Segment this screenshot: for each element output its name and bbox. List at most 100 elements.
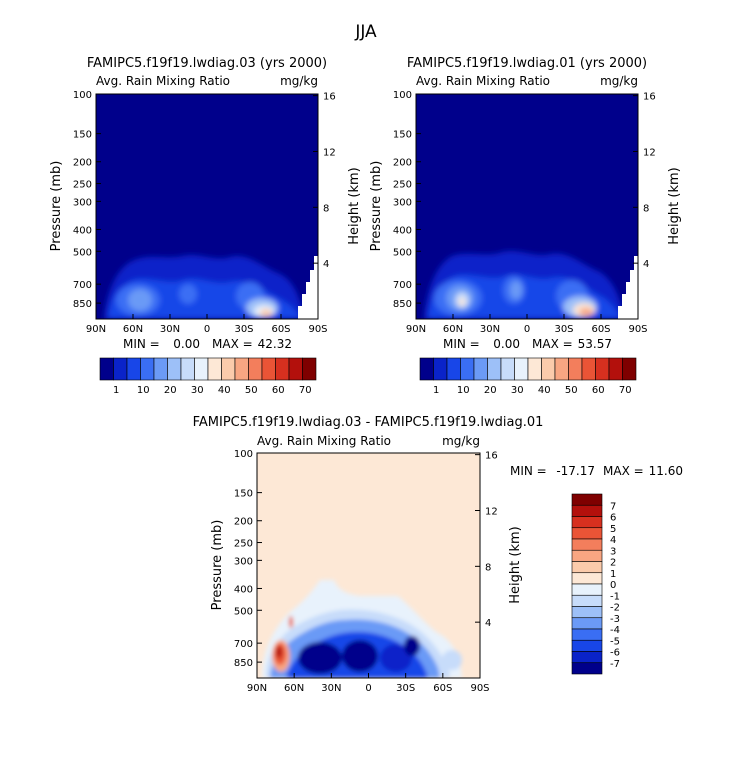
y-tick-label: 850 <box>393 299 412 310</box>
colorbar-label: 1 <box>113 385 119 396</box>
units-label: mg/kg <box>280 74 318 88</box>
max-value: 42.32 <box>258 337 292 351</box>
colorbar-swatch <box>571 583 603 596</box>
right-axis: 16 12 8 4 <box>313 92 336 270</box>
min-value: 0.00 <box>493 337 520 351</box>
colorbar-swatch <box>541 357 556 381</box>
colorbar-swatch <box>207 357 222 381</box>
x-tick-label: 30S <box>234 324 253 335</box>
y-tick-label: 150 <box>73 130 92 141</box>
x-tick-label: 90N <box>86 324 106 335</box>
contour-level-7c <box>579 308 593 316</box>
colorbar-label: -7 <box>610 659 620 670</box>
y-right-tick-label: 12 <box>323 147 336 158</box>
y-tick-label: 100 <box>73 90 92 101</box>
contour-level-neg2b <box>442 650 462 670</box>
panel-model-01: FAMIPC5.f19f19.lwdiag.01 (yrs 2000) Avg.… <box>369 56 682 396</box>
colorbar-label: 60 <box>592 385 605 396</box>
colorbar-swatch <box>571 527 603 540</box>
colorbar-label: 40 <box>538 385 551 396</box>
x-tick-label: 0 <box>365 683 371 694</box>
y-tick-label: 200 <box>73 158 92 169</box>
colorbar-swatch <box>194 357 209 381</box>
colorbar-label: 10 <box>457 385 470 396</box>
contour-level-3b <box>179 284 197 304</box>
min-label: MIN = <box>510 464 547 478</box>
x-tick-label: 60N <box>443 324 463 335</box>
colorbar-swatch <box>167 357 182 381</box>
contour-field <box>416 94 638 319</box>
y-axis-label: Pressure (mb) <box>369 161 384 252</box>
colorbar-label: 30 <box>511 385 524 396</box>
y-tick-label: 500 <box>73 247 92 258</box>
contour-level-neg7c <box>380 644 412 672</box>
x-tick-label: 30S <box>554 324 573 335</box>
right-axis: 16 12 8 4 <box>475 451 498 629</box>
y-right-tick-label: 8 <box>485 562 491 573</box>
colorbar-label: 5 <box>610 524 616 535</box>
colorbar-swatch <box>99 357 114 381</box>
contour-field <box>96 94 318 319</box>
left-axis: 100 150 200 250 300 400 500 700 850 <box>234 449 262 669</box>
colorbar-swatch <box>473 357 488 381</box>
colorbar-label: -1 <box>610 591 620 602</box>
y-tick-label: 200 <box>393 158 412 169</box>
colorbar-label: 6 <box>610 513 616 524</box>
x-tick-label: 60S <box>591 324 610 335</box>
x-tick-label: 30N <box>480 324 500 335</box>
y-tick-label: 850 <box>73 299 92 310</box>
y-right-tick-label: 16 <box>323 92 336 103</box>
colorbar-swatch <box>622 357 637 381</box>
colorbar-label: -6 <box>610 648 620 659</box>
colorbar-label: 10 <box>137 385 150 396</box>
topography-mask <box>298 256 318 319</box>
colorbar-swatch <box>571 504 603 517</box>
contour-level-neg7d <box>404 636 420 656</box>
colorbar: 1 10 20 30 40 50 60 70 <box>99 357 317 396</box>
contour-level-pos2 <box>289 616 293 628</box>
figure-title: JJA <box>354 22 377 42</box>
y-tick-label: 250 <box>393 180 412 191</box>
y-tick-label: 500 <box>393 247 412 258</box>
colorbar-label: 2 <box>610 558 616 569</box>
colorbar-swatch <box>571 561 603 574</box>
x-tick-label: 30N <box>160 324 180 335</box>
max-label: MAX = <box>603 464 644 478</box>
colorbar-swatch <box>514 357 529 381</box>
colorbar-label: 70 <box>619 385 632 396</box>
contour-level-neg7b <box>342 640 378 672</box>
colorbar-swatch <box>581 357 596 381</box>
panel-model-03: FAMIPC5.f19f19.lwdiag.03 (yrs 2000) Avg.… <box>49 56 362 396</box>
contour-level-4b <box>510 281 522 299</box>
colorbar-label: 20 <box>484 385 497 396</box>
panel-title: FAMIPC5.f19f19.lwdiag.03 (yrs 2000) <box>87 56 327 71</box>
max-label: MAX = <box>212 337 253 351</box>
y-right-axis-label: Height (km) <box>508 526 523 603</box>
y-right-tick-label: 4 <box>323 259 329 270</box>
colorbar-label: 50 <box>565 385 578 396</box>
colorbar-swatch <box>571 493 603 506</box>
colorbar-label: 60 <box>272 385 285 396</box>
colorbar-label: -4 <box>610 625 620 636</box>
colorbar-label: 1 <box>433 385 439 396</box>
colorbar-swatch <box>571 538 603 551</box>
colorbar: 1 10 20 30 40 50 60 70 <box>419 357 637 396</box>
bottom-axis: 90N 60N 30N 0 30S 60S 90S <box>86 314 328 335</box>
x-tick-label: 0 <box>204 324 210 335</box>
colorbar-label: 40 <box>218 385 231 396</box>
colorbar-swatch <box>248 357 263 381</box>
min-label: MIN = <box>443 337 480 351</box>
colorbar-swatch <box>446 357 461 381</box>
colorbar-swatch <box>261 357 276 381</box>
contour-level-pos7 <box>276 646 282 658</box>
y-tick-label: 400 <box>73 225 92 236</box>
colorbar-swatch <box>500 357 515 381</box>
colorbar-swatch <box>221 357 236 381</box>
y-right-tick-label: 4 <box>485 618 491 629</box>
y-right-axis-label: Height (km) <box>667 167 682 244</box>
y-right-tick-label: 8 <box>643 203 649 214</box>
y-tick-label: 500 <box>234 606 253 617</box>
colorbar-swatch <box>571 572 603 585</box>
colorbar-label: 0 <box>610 580 616 591</box>
